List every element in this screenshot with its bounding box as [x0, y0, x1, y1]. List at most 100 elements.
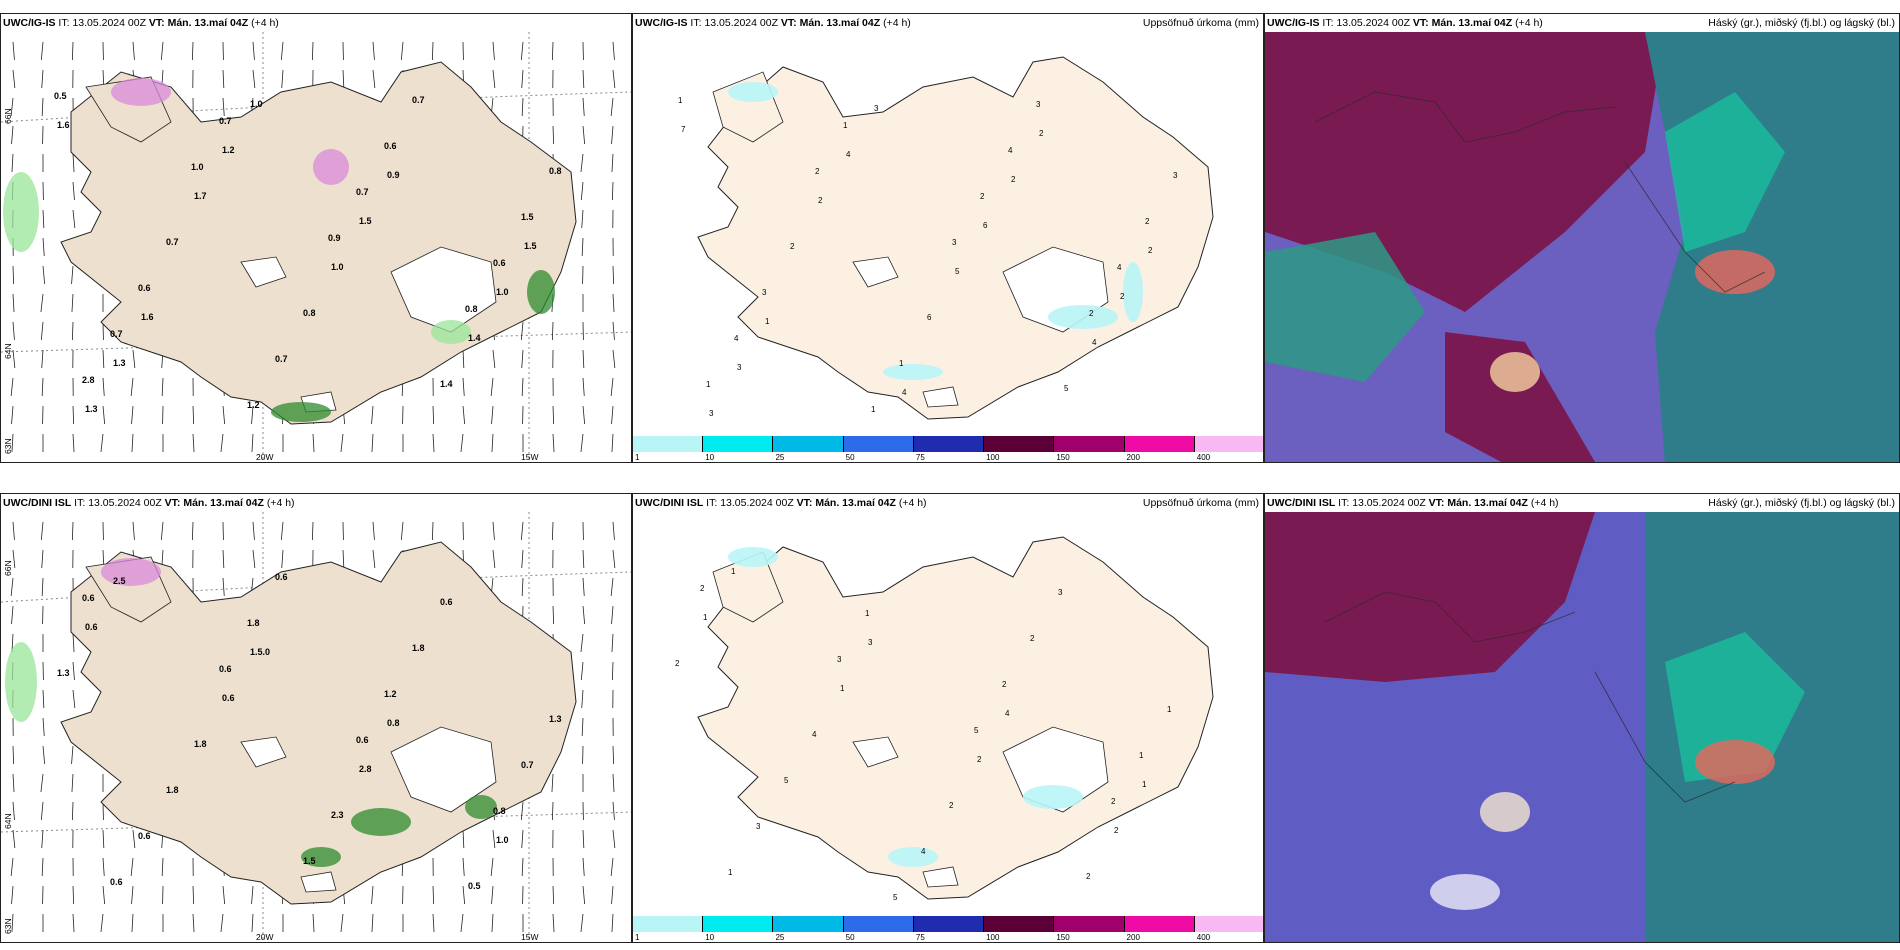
- wind-barb: [582, 605, 586, 625]
- wind-barb: [192, 885, 195, 905]
- value-label: 1.8: [412, 643, 425, 653]
- wind-barb: [432, 405, 435, 425]
- panel-title: UWC/DINI ISL IT: 13.05.2024 00Z VT: Mán.…: [635, 497, 927, 509]
- wind-barb: [10, 377, 14, 397]
- wind-barb: [222, 405, 226, 425]
- value-label: 1: [871, 405, 876, 414]
- wind-barb: [12, 941, 13, 942]
- wind-barb: [611, 405, 614, 425]
- cloud-panel-top: UWC/IG-IS IT: 13.05.2024 00Z VT: Mán. 13…: [1264, 13, 1900, 463]
- wind-map: 0.5 1.0 0.9 0.8 2.8 0.7 0.7 0.6 0.7 1.2 0.6 1.5 0.6 0…: [1, 32, 631, 462]
- wind-barb: [612, 41, 615, 61]
- value-label: 4: [902, 388, 907, 397]
- colorbar-tick-label: 400: [1196, 453, 1211, 462]
- wind-barb: [342, 941, 343, 942]
- wind-barb: [40, 321, 44, 341]
- wind-barb: [102, 829, 105, 849]
- value-label: 5: [784, 776, 789, 785]
- wind-barb: [371, 433, 374, 453]
- colorbar-segment: [843, 916, 914, 932]
- wind-barb: [71, 773, 74, 793]
- wind-barb: [222, 577, 225, 597]
- wind-barb: [582, 549, 585, 569]
- colorbar-segment: [1194, 916, 1263, 932]
- cloud-title: Háský (gr.), miðský (fj.bl.) og lágský (…: [1708, 497, 1895, 509]
- value-label: 0.6: [138, 283, 151, 293]
- value-label: 1.6: [57, 120, 70, 130]
- wind-barb: [580, 433, 584, 453]
- value-label: 5: [955, 267, 960, 276]
- value-label: 0.5: [468, 881, 481, 891]
- wind-barb: [102, 377, 105, 397]
- value-label: 1: [765, 317, 770, 326]
- colorbar-segment: [1054, 436, 1125, 452]
- wind-barb: [252, 461, 253, 462]
- wind-barb: [490, 857, 494, 877]
- panel-title: UWC/IG-IS IT: 13.05.2024 00Z VT: Mán. 13…: [1267, 17, 1543, 29]
- wind-barb: [252, 521, 255, 541]
- wind-barb: [492, 829, 496, 849]
- precip-panel-top: UWC/IG-IS IT: 13.05.2024 00Z VT: Mán. 13…: [632, 13, 1264, 463]
- wind-barb: [41, 549, 44, 569]
- wind-barb: [582, 577, 585, 597]
- value-label: 4: [921, 847, 926, 856]
- wind-barb: [222, 885, 226, 905]
- wind-barb: [280, 41, 284, 61]
- wind-barb: [611, 153, 614, 173]
- wind-barb: [340, 913, 344, 933]
- wind-barb: [612, 549, 616, 569]
- wind-barb: [251, 433, 254, 453]
- wind-barb: [462, 405, 466, 425]
- wind-barb: [252, 41, 255, 61]
- wind-barb: [42, 745, 46, 765]
- value-label: 0.7: [275, 354, 288, 364]
- precip-map: 2 3 5 2 1 1 2 1 3 5 2 1 5 4 3 2 4 2 2 1 1 2 2 1 3 4 1: [675, 536, 1214, 902]
- value-label: 4: [846, 150, 851, 159]
- wind-barb: [582, 941, 583, 942]
- value-label: 2: [1089, 309, 1094, 318]
- wind-barb: [12, 549, 16, 569]
- value-label: 2: [815, 167, 820, 176]
- value-label: 1.8: [247, 618, 260, 628]
- wind-barb: [222, 461, 223, 462]
- wind-barb: [130, 377, 134, 397]
- precip-labels: 1 2 3 2 1 1 2 4 4 1 4 2 3 1 3 3 2 6 5 7 2 5 4 3 4 6 2 3 3 2 2 1 4 2: [678, 96, 1178, 418]
- wind-barb: [73, 461, 74, 462]
- wind-barb: [132, 521, 135, 541]
- wind-barb: [40, 521, 44, 541]
- wind-barb: [42, 717, 45, 737]
- colorbar-segment: [984, 916, 1055, 932]
- value-label: 2: [1114, 826, 1119, 835]
- value-label: 1: [1139, 751, 1144, 760]
- value-label: 2: [949, 801, 954, 810]
- wind-barb: [100, 913, 104, 933]
- wind-barb: [492, 521, 495, 541]
- wind-barb: [612, 349, 616, 369]
- value-label: 1.0: [191, 162, 204, 172]
- wind-barb: [580, 661, 584, 681]
- wind-barb: [160, 41, 164, 61]
- value-label: 3: [874, 104, 879, 113]
- cloud-map: [1265, 32, 1899, 462]
- colorbar-tick-label: 1: [635, 453, 640, 462]
- wind-barb: [281, 549, 284, 569]
- value-label: 1: [731, 567, 736, 576]
- wind-barb: [491, 913, 494, 933]
- wind-barb: [581, 237, 584, 257]
- colorbar-segment: [1124, 916, 1195, 932]
- wind-barb: [222, 69, 225, 89]
- colorbar-segment: [703, 916, 774, 932]
- wind-barb: [552, 125, 555, 145]
- colorbar-tick-label: 200: [1126, 453, 1140, 462]
- wind-barb: [580, 913, 584, 933]
- wind-barb: [372, 549, 376, 569]
- wind-barb: [40, 773, 44, 793]
- wind-barb: [131, 885, 134, 905]
- value-label: 0.5: [54, 91, 67, 101]
- precip-shading: [5, 558, 497, 867]
- wind-barb: [41, 349, 44, 369]
- wind-barb: [611, 633, 614, 653]
- value-label: 1.3: [113, 358, 126, 368]
- wind-barb: [42, 265, 46, 285]
- wind-barb: [581, 717, 584, 737]
